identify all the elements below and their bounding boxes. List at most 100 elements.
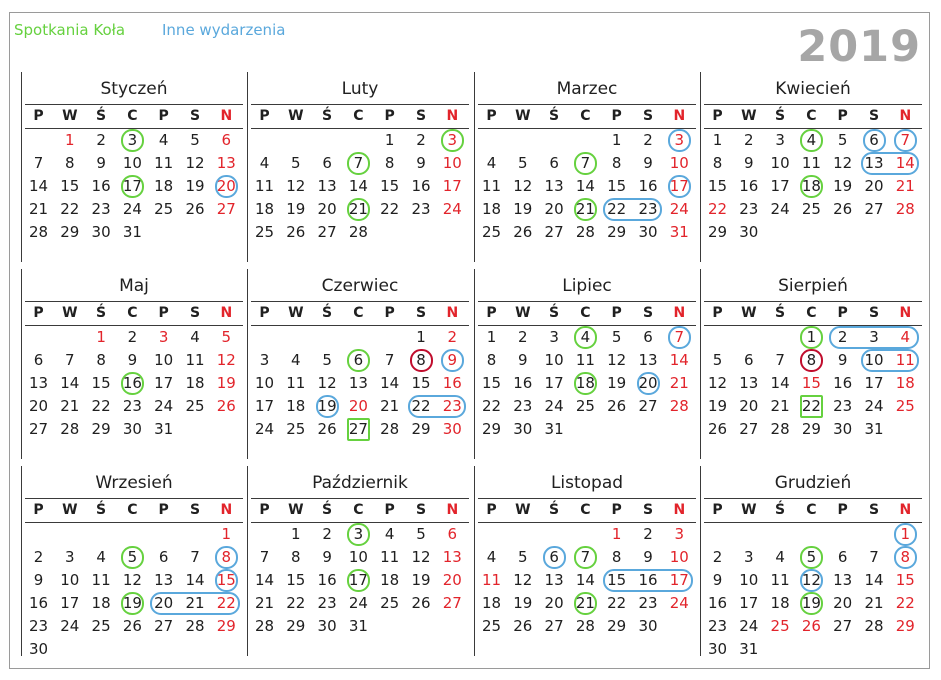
weekday-label: P: [611, 502, 622, 518]
month-separator: [247, 269, 248, 459]
day-cell: 2: [643, 525, 653, 543]
weekday-label: C: [580, 502, 591, 518]
day-cell: 29: [607, 617, 627, 635]
day-cell: 25: [575, 397, 595, 415]
month-10: Październik P W Ś C P S N 1 2 3 4 5 6 7 8 9 10 11 12 13 14 15 1…: [247, 466, 473, 656]
month-6: Czerwiec P W Ś C P S N 1 2 3 4 5 6 7 8 9 10 11 12 13 14 15 16 17…: [247, 269, 473, 459]
other-event-marker: [800, 569, 824, 592]
day-cell: 16: [411, 177, 431, 195]
club-meeting-marker: [800, 175, 824, 198]
day-cell: 15: [801, 374, 821, 392]
day-cell: 12: [513, 177, 533, 195]
day-cell: 29: [607, 223, 627, 241]
other-event-marker: [829, 326, 920, 349]
day-cell: 27: [28, 420, 49, 438]
day-cell: 29: [707, 223, 728, 241]
day-cell: 31: [544, 420, 564, 438]
day-cell: 19: [607, 374, 627, 392]
club-meeting-marker: [800, 395, 824, 418]
day-cell: 26: [317, 420, 337, 438]
day-cell: 2: [837, 328, 848, 346]
weekday-label: W: [515, 502, 531, 518]
day-cell: 13: [317, 177, 337, 195]
day-cell: 18: [254, 200, 275, 218]
day-cell: 20: [348, 397, 368, 415]
day-cell: 18: [91, 594, 111, 612]
day-cell: 16: [739, 177, 759, 195]
day-cell: 8: [806, 351, 817, 369]
day-cell: 21: [185, 594, 205, 612]
day-cell: 28: [575, 617, 595, 635]
day-cell: 6: [158, 548, 169, 566]
day-cell: 12: [185, 154, 205, 172]
weekday-label: Ś: [549, 502, 560, 518]
weekday-label: C: [353, 305, 364, 321]
day-cell: 3: [674, 131, 685, 149]
other-event-marker: [893, 546, 917, 569]
day-cell: 23: [513, 397, 533, 415]
day-cell: 28: [254, 617, 275, 635]
day-cell: 26: [513, 223, 533, 241]
day-cell: 3: [127, 131, 138, 149]
weekday-label: C: [806, 502, 817, 518]
other-event-marker: [860, 152, 920, 175]
weekday-label: Ś: [775, 108, 786, 124]
weekday-label: P: [486, 502, 497, 518]
weekday-label: Ś: [775, 305, 786, 321]
day-cell: 10: [154, 351, 174, 369]
day-cell: 25: [481, 617, 502, 635]
day-cell: 22: [286, 594, 306, 612]
day-cell: 21: [28, 200, 49, 218]
day-cell: 1: [96, 328, 106, 346]
day-cell: 13: [544, 177, 564, 195]
day-cell: 22: [60, 200, 80, 218]
month-3: Marzec P W Ś C P S N 1 2 3 4 5 6 7 8 9 10 11 12 13 14 15 16 17 18…: [474, 72, 700, 262]
day-cell: 8: [65, 154, 75, 172]
day-cell: 27: [348, 420, 368, 438]
divider-line: [251, 301, 469, 302]
month-9: Wrzesień P W Ś C P S N 1 2 3 4 5 6 7 8 9 10 11 12 13 14 15 16 17…: [21, 466, 247, 658]
day-cell: 14: [185, 571, 205, 589]
day-cell: 7: [353, 154, 364, 172]
day-cell: 11: [481, 571, 502, 589]
month-11: Listopad P W Ś C P S N 1 2 3 4 5 6 7 8 9 10 11 12 13 14 15 16 17…: [474, 466, 700, 656]
weekday-label: S: [415, 305, 427, 321]
month-separator: [474, 269, 475, 459]
day-cell: 23: [91, 200, 111, 218]
day-cell: 23: [638, 594, 658, 612]
day-cell: 22: [91, 397, 111, 415]
day-cell: 20: [317, 200, 337, 218]
day-cell: 29: [60, 223, 80, 241]
club-meeting-marker: [574, 152, 598, 175]
day-cell: 13: [833, 571, 853, 589]
day-cell: 16: [513, 374, 533, 392]
day-cell: 27: [442, 594, 462, 612]
month-separator: [700, 72, 701, 262]
day-cell: 30: [317, 617, 337, 635]
weekday-label: P: [486, 305, 497, 321]
day-cell: 13: [216, 154, 236, 172]
day-cell: 24: [864, 397, 884, 415]
day-cell: 5: [291, 154, 301, 172]
weekday-label: P: [486, 108, 497, 124]
weekday-label: W: [62, 108, 78, 124]
weekday-label: P: [712, 502, 723, 518]
day-cell: 4: [384, 525, 395, 543]
other-event-marker: [542, 546, 566, 569]
month-separator: [21, 269, 22, 459]
day-cell: 13: [28, 374, 49, 392]
legend-other-events: Inne wydarzenia: [162, 21, 286, 39]
day-cell: 3: [447, 131, 458, 149]
day-cell: 5: [518, 154, 528, 172]
divider-line: [251, 522, 469, 523]
day-cell: 5: [127, 548, 138, 566]
day-cell: 6: [744, 351, 754, 369]
weekday-label: P: [158, 502, 169, 518]
weekday-label: N: [220, 108, 233, 124]
day-cell: 7: [65, 351, 75, 369]
day-cell: 19: [513, 200, 533, 218]
day-cell: 27: [317, 223, 337, 241]
other-event-marker: [603, 198, 662, 221]
day-cell: 13: [638, 351, 658, 369]
day-cell: 19: [286, 200, 306, 218]
